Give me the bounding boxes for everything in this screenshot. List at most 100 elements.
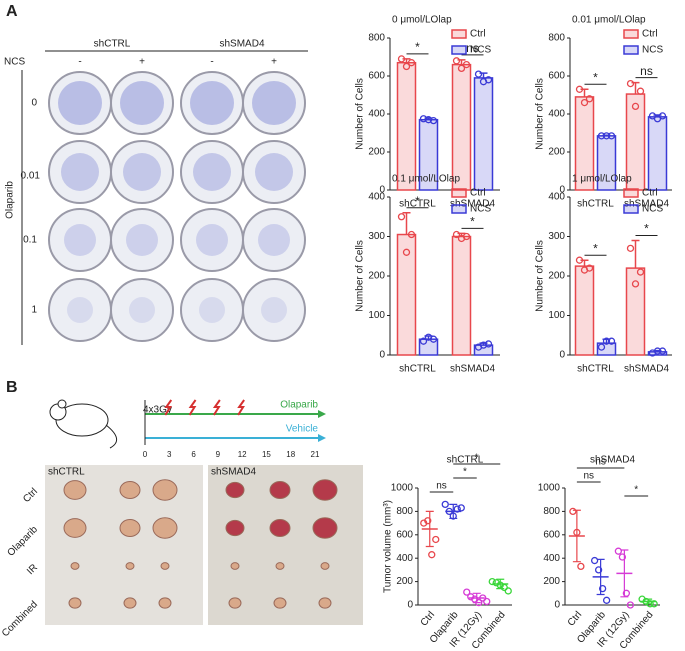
data-point — [626, 601, 635, 609]
error-bar — [402, 58, 411, 63]
data-point — [577, 562, 585, 571]
significance: * — [415, 194, 420, 208]
chart-title: 1 μmol/LOlap — [572, 174, 632, 185]
data-point — [590, 556, 599, 565]
sign: + — [271, 57, 277, 68]
colonies — [252, 81, 296, 125]
data-point — [602, 132, 611, 140]
data-point — [594, 566, 603, 574]
legend-swatch — [623, 29, 639, 39]
tumor — [275, 562, 285, 570]
plate — [110, 278, 174, 342]
data-point — [631, 102, 640, 111]
error-bar — [496, 578, 505, 590]
tumor — [320, 562, 330, 570]
error-bar — [620, 549, 629, 598]
y-tick-label: 800 — [548, 33, 565, 44]
data-point — [653, 347, 662, 355]
data-point — [569, 507, 577, 516]
dose: 1 — [31, 305, 37, 316]
y-tick-label: 200 — [548, 147, 565, 158]
y-axis-label: Number of Cells — [355, 240, 366, 312]
group-label: shCTRL — [94, 39, 131, 50]
timeline: 0 3 6 9 12 15 18 21 — [143, 399, 320, 459]
colonies — [58, 81, 102, 125]
bar — [574, 265, 595, 356]
y-axis-label: Tumor volume (mm³) — [383, 500, 394, 593]
data-point — [614, 547, 623, 555]
data-point — [441, 500, 449, 509]
dose: 0 — [31, 98, 37, 109]
colonies — [67, 297, 93, 323]
colonies — [199, 297, 225, 323]
x-tick-label: shCTRL — [399, 199, 436, 210]
tumor — [63, 480, 87, 500]
tumor — [63, 518, 87, 538]
plate — [242, 208, 306, 272]
data-point — [402, 248, 411, 256]
plate — [242, 278, 306, 342]
tumor — [228, 597, 242, 609]
error-bar — [425, 510, 434, 548]
legend-label: NCS — [470, 45, 491, 56]
x-tick-label: Ctrl — [419, 610, 437, 629]
sign: - — [78, 57, 81, 68]
data-point — [479, 341, 488, 349]
row-label: IR — [25, 562, 40, 577]
tumor — [225, 519, 245, 537]
y-tick-label: 600 — [543, 529, 560, 540]
y-tick-label: 0 — [559, 185, 565, 196]
tumor — [312, 517, 338, 539]
colonies — [126, 224, 158, 256]
data-point — [580, 98, 589, 107]
data-point — [432, 535, 440, 544]
y-tick-label: 400 — [543, 553, 560, 564]
plate — [242, 140, 306, 204]
error-bar — [472, 592, 481, 604]
tumor — [70, 562, 80, 570]
tumor — [152, 479, 178, 501]
y-tick-label: 200 — [548, 271, 565, 282]
data-point — [419, 115, 428, 123]
y-tick-label: 0 — [379, 350, 385, 361]
colonies — [129, 297, 155, 323]
data-point — [463, 588, 471, 596]
x-tick-label: shCTRL — [577, 199, 614, 210]
colonies — [123, 153, 161, 191]
error-bar — [644, 598, 653, 605]
data-point — [602, 596, 611, 604]
comparison-label: * — [475, 453, 479, 464]
row-label: Combined — [0, 599, 40, 639]
ncs-label: NCS — [4, 57, 25, 68]
y-tick-label: 600 — [396, 529, 413, 540]
day-label: 0 — [143, 450, 148, 459]
error-bar — [449, 503, 458, 520]
y-tick-label: 800 — [368, 33, 385, 44]
comparison-label: ns — [436, 481, 447, 492]
arrow-head — [318, 410, 326, 418]
colonies — [261, 297, 287, 323]
data-point — [484, 76, 493, 84]
significance: * — [415, 40, 420, 54]
x-tick-label: shSMAD4 — [450, 364, 495, 375]
tumor — [119, 519, 141, 537]
legend-label: NCS — [642, 45, 663, 56]
chart-title: 0.01 μmol/LOlap — [572, 15, 646, 26]
data-point — [607, 132, 616, 140]
radiation-bolt — [164, 399, 173, 416]
plate — [242, 71, 306, 135]
data-point — [636, 268, 645, 276]
colonies — [255, 153, 293, 191]
colonies — [64, 224, 96, 256]
tumor — [230, 562, 240, 570]
comparison-label: ns — [595, 457, 606, 468]
data-point — [452, 230, 461, 239]
plate — [110, 71, 174, 135]
legend-label: Ctrl — [470, 29, 486, 40]
significance: * — [593, 70, 598, 84]
data-point — [626, 79, 635, 88]
data-point — [462, 60, 471, 69]
arm-label: Olaparib — [280, 400, 318, 411]
x-tick-label: shSMAD4 — [450, 199, 495, 210]
